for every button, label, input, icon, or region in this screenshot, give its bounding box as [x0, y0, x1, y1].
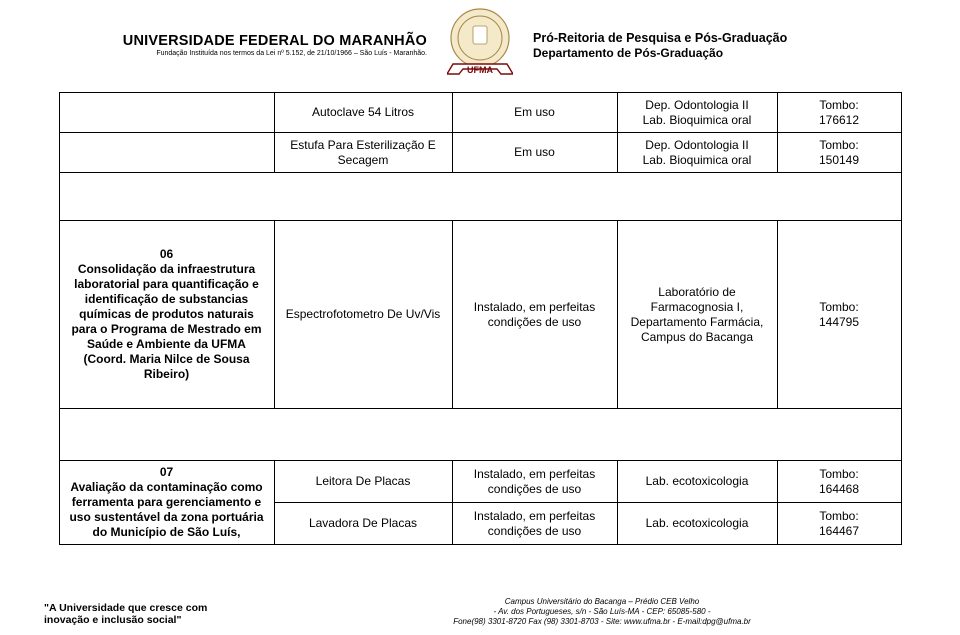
page-header: UNIVERSIDADE FEDERAL DO MARANHÃO Fundaçã… [0, 0, 960, 88]
cell-location: Lab. ecotoxicologia [617, 461, 777, 503]
cell-tombo: Tombo:164467 [777, 503, 901, 545]
cell-status: Instalado, em perfeitas condições de uso [452, 221, 617, 409]
footer-addr-l3: Fone(98) 3301-8720 Fax (98) 3301-8703 - … [453, 617, 751, 626]
equipment-table: Autoclave 54 Litros Em uso Dep. Odontolo… [59, 92, 902, 545]
table-row: 07Avaliação da contaminação como ferrame… [59, 461, 901, 503]
ufma-logo: UFMA [447, 6, 513, 84]
spacer-cell [59, 409, 901, 461]
cell-empty [59, 133, 274, 173]
footer-addr-l2: - Av. dos Portugueses, s/n - São Luís-MA… [494, 607, 711, 616]
svg-text:UFMA: UFMA [467, 65, 493, 75]
cell-status: Instalado, em perfeitas condições de uso [452, 503, 617, 545]
header-right-line2: Departamento de Pós-Graduação [533, 46, 888, 60]
cell-status: Instalado, em perfeitas condições de uso [452, 461, 617, 503]
footer-quote-l2: inovação e inclusão social" [44, 614, 181, 626]
university-name: UNIVERSIDADE FEDERAL DO MARANHÃO [72, 33, 427, 49]
header-right: Pró-Reitoria de Pesquisa e Pós-Graduação… [525, 31, 888, 60]
header-right-line1: Pró-Reitoria de Pesquisa e Pós-Graduação [533, 31, 888, 45]
footer-addr-l1: Campus Universitário do Bacanga – Prédio… [505, 597, 699, 606]
spacer-cell [59, 173, 901, 221]
page-footer: "A Universidade que cresce com inovação … [0, 597, 960, 627]
cell-project: 07Avaliação da contaminação como ferrame… [59, 461, 274, 545]
cell-equipment: Autoclave 54 Litros [274, 93, 452, 133]
cell-status: Em uso [452, 133, 617, 173]
cell-location: Lab. ecotoxicologia [617, 503, 777, 545]
cell-project: 06Consolidação da infraestrutura laborat… [59, 221, 274, 409]
cell-equipment: Espectrofotometro De Uv/Vis [274, 221, 452, 409]
cell-location: Laboratório de Farmacognosia I, Departam… [617, 221, 777, 409]
cell-equipment: Estufa Para Esterilização E Secagem [274, 133, 452, 173]
footer-quote: "A Universidade que cresce com inovação … [44, 602, 304, 627]
cell-equipment: Leitora De Placas [274, 461, 452, 503]
footer-address: Campus Universitário do Bacanga – Prédio… [304, 597, 900, 627]
spacer-row [59, 409, 901, 461]
cell-tombo: Tombo:144795 [777, 221, 901, 409]
cell-empty [59, 93, 274, 133]
table-row: 06Consolidação da infraestrutura laborat… [59, 221, 901, 409]
cell-equipment: Lavadora De Placas [274, 503, 452, 545]
cell-tombo: Tombo:150149 [777, 133, 901, 173]
cell-location: Dep. Odontologia IILab. Bioquimica oral [617, 133, 777, 173]
header-left: UNIVERSIDADE FEDERAL DO MARANHÃO Fundaçã… [72, 33, 435, 57]
cell-tombo: Tombo:176612 [777, 93, 901, 133]
foundation-text: Fundação Instituída nos termos da Lei nº… [72, 50, 427, 57]
cell-location: Dep. Odontologia IILab. Bioquimica oral [617, 93, 777, 133]
cell-tombo: Tombo:164468 [777, 461, 901, 503]
spacer-row [59, 173, 901, 221]
footer-quote-l1: "A Universidade que cresce com [44, 602, 207, 614]
table-row: Autoclave 54 Litros Em uso Dep. Odontolo… [59, 93, 901, 133]
table-row: Estufa Para Esterilização E Secagem Em u… [59, 133, 901, 173]
cell-status: Em uso [452, 93, 617, 133]
